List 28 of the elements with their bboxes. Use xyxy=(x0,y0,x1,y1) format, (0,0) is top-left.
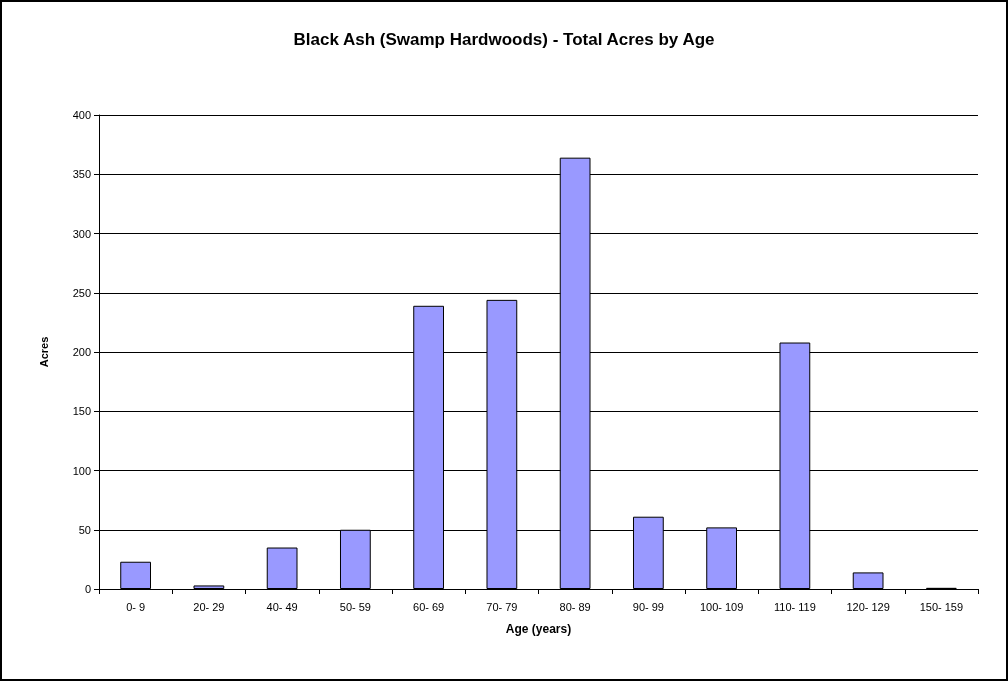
chart-title: Black Ash (Swamp Hardwoods) - Total Acres by Age xyxy=(293,30,715,49)
x-tick-label: 90- 99 xyxy=(632,600,664,613)
y-tick-label: 200 xyxy=(72,346,91,358)
x-tick-label: 70- 79 xyxy=(486,600,518,613)
x-tick-label: 120- 129 xyxy=(846,600,890,613)
y-axis-title: Acres xyxy=(37,336,50,368)
y-tick-label: 300 xyxy=(72,227,91,240)
x-tick-label: 110- 119 xyxy=(773,600,816,613)
y-tick-label: 50 xyxy=(78,523,91,536)
y-tick-label: 250 xyxy=(72,286,91,299)
x-tick-label: 150- 159 xyxy=(919,600,964,613)
bar xyxy=(852,572,884,589)
x-tick-label: 20- 29 xyxy=(193,600,225,613)
x-axis-title: Age (years) xyxy=(505,622,572,636)
x-tick-label: 0- 9 xyxy=(126,600,146,613)
x-tick-label: 80- 89 xyxy=(559,600,591,613)
y-tick-label: 0 xyxy=(84,583,91,595)
y-tick-label: 100 xyxy=(72,464,91,477)
x-tick-label: 60- 69 xyxy=(413,600,445,613)
x-tick-label: 100- 109 xyxy=(699,600,744,613)
x-tick-label: 50- 59 xyxy=(339,600,371,613)
bar xyxy=(266,547,298,589)
bar xyxy=(193,585,225,589)
y-tick-label: 400 xyxy=(72,109,91,121)
y-tick-label: 350 xyxy=(72,168,91,181)
x-tick-label: 40- 49 xyxy=(266,600,298,613)
bar xyxy=(120,561,152,589)
y-tick-label: 150 xyxy=(72,405,91,418)
